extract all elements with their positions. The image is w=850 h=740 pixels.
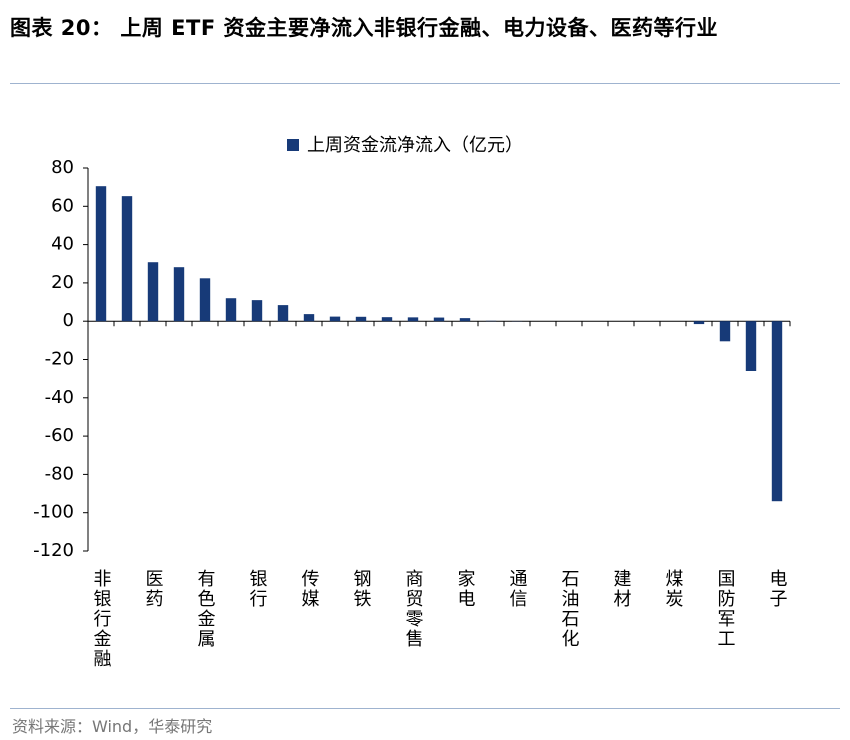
y-tick-label: 60 xyxy=(51,195,74,216)
bar xyxy=(303,314,315,322)
bar xyxy=(225,298,237,322)
bar xyxy=(277,305,289,322)
x-tick-label: 家电 xyxy=(455,569,476,609)
x-tick-label: 银行 xyxy=(247,569,268,609)
legend-label: 上周资金流净流入（亿元） xyxy=(307,135,523,156)
bar xyxy=(771,321,783,502)
x-tick-label: 商贸零售 xyxy=(403,569,424,649)
y-tick-label: -100 xyxy=(33,502,74,523)
x-tick-label: 传媒 xyxy=(299,569,320,609)
x-tick-label: 建材 xyxy=(611,569,632,609)
bar xyxy=(381,317,393,322)
x-tick-label: 电子 xyxy=(767,569,788,609)
bar xyxy=(251,300,263,322)
footer-rule xyxy=(10,708,840,709)
y-tick-label: -20 xyxy=(45,349,74,370)
x-tick-label: 国防军工 xyxy=(715,569,736,649)
bar xyxy=(199,278,211,322)
bar xyxy=(95,186,107,322)
x-tick-label: 钢铁 xyxy=(351,569,372,609)
y-tick-label: -120 xyxy=(33,540,74,561)
legend-swatch xyxy=(287,139,299,151)
bar xyxy=(121,196,133,322)
x-tick-label: 石油石化 xyxy=(559,569,580,649)
bar xyxy=(355,316,367,322)
source: 资料来源：Wind，华泰研究 xyxy=(12,717,213,736)
chart-title: 图表 20： 上周 ETF 资金主要净流入非银行金融、电力设备、医药等行业 xyxy=(10,16,718,40)
bar xyxy=(693,321,705,325)
x-tick-label: 煤炭 xyxy=(663,569,684,609)
y-tick-label: 80 xyxy=(51,157,74,178)
y-tick-label: -40 xyxy=(45,387,74,408)
y-tick-label: 40 xyxy=(51,234,74,255)
bar xyxy=(433,317,445,322)
bar xyxy=(745,321,757,371)
x-tick-label: 医药 xyxy=(143,569,164,609)
y-tick-label: 0 xyxy=(63,310,74,331)
header-rule xyxy=(10,83,840,84)
bar xyxy=(459,318,471,322)
bar xyxy=(173,267,185,322)
x-tick-label: 有色金属 xyxy=(195,569,216,649)
y-tick-label: 20 xyxy=(51,272,74,293)
bar xyxy=(147,262,159,322)
y-tick-label: -60 xyxy=(45,425,74,446)
y-tick-label: -80 xyxy=(45,463,74,484)
bar xyxy=(329,316,341,322)
bar xyxy=(407,317,419,322)
x-tick-label: 通信 xyxy=(507,569,528,609)
bar xyxy=(719,321,731,342)
x-tick-label: 非银行金融 xyxy=(91,569,112,669)
